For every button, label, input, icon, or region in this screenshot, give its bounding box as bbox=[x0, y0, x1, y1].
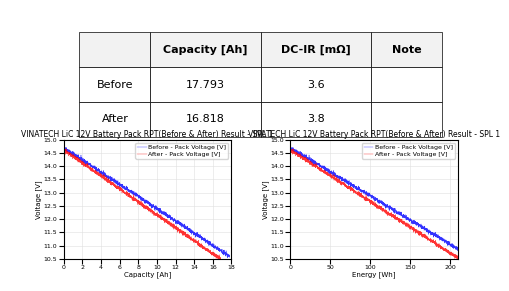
Before - Pack Voltage [V] bbox=[296, 152, 302, 156]
Line: After - Pack Voltage [V]: After - Pack Voltage [V] bbox=[290, 149, 460, 261]
Y-axis label: Voltage [V]: Voltage [V] bbox=[262, 180, 269, 219]
X-axis label: Capacity [Ah]: Capacity [Ah] bbox=[124, 272, 171, 278]
Before - Pack Voltage [V] bbox=[288, 145, 294, 148]
After - Pack Voltage [V] bbox=[133, 199, 139, 203]
X-axis label: Energy [Wh]: Energy [Wh] bbox=[352, 272, 396, 278]
After - Pack Voltage [V] bbox=[213, 253, 219, 256]
Title: VINATECH LiC 12V Battery Pack RPT(Before & After) Result - SPL 1: VINATECH LiC 12V Battery Pack RPT(Before… bbox=[248, 130, 500, 139]
After - Pack Voltage [V] bbox=[287, 149, 293, 152]
Line: Before - Pack Voltage [V]: Before - Pack Voltage [V] bbox=[290, 146, 470, 258]
Before - Pack Voltage [V] bbox=[222, 252, 228, 255]
After - Pack Voltage [V] bbox=[456, 259, 462, 263]
After - Pack Voltage [V] bbox=[63, 147, 69, 150]
After - Pack Voltage [V] bbox=[452, 255, 458, 258]
Legend: Before - Pack Voltage [V], After - Pack Voltage [V]: Before - Pack Voltage [V], After - Pack … bbox=[362, 143, 455, 159]
After - Pack Voltage [V] bbox=[69, 152, 75, 156]
After - Pack Voltage [V] bbox=[217, 259, 223, 263]
Before - Pack Voltage [V] bbox=[222, 251, 228, 255]
After - Pack Voltage [V] bbox=[365, 199, 371, 203]
Line: Before - Pack Voltage [V]: Before - Pack Voltage [V] bbox=[64, 146, 230, 258]
Before - Pack Voltage [V] bbox=[191, 232, 197, 235]
After - Pack Voltage [V] bbox=[213, 255, 219, 258]
Line: After - Pack Voltage [V]: After - Pack Voltage [V] bbox=[64, 149, 220, 261]
After - Pack Voltage [V] bbox=[290, 147, 296, 150]
Before - Pack Voltage [V] bbox=[69, 152, 75, 156]
Before - Pack Voltage [V] bbox=[465, 256, 471, 260]
Before - Pack Voltage [V] bbox=[467, 255, 473, 259]
After - Pack Voltage [V] bbox=[457, 257, 463, 260]
Before - Pack Voltage [V] bbox=[227, 255, 233, 259]
Before - Pack Voltage [V] bbox=[61, 145, 67, 148]
Title: VINATECH LiC 12V Battery Pack RPT(Before & After) Result - SPL 1: VINATECH LiC 12V Battery Pack RPT(Before… bbox=[21, 130, 274, 139]
After - Pack Voltage [V] bbox=[296, 152, 302, 156]
After - Pack Voltage [V] bbox=[420, 234, 427, 237]
Before - Pack Voltage [V] bbox=[142, 200, 148, 203]
Y-axis label: Voltage [V]: Voltage [V] bbox=[36, 180, 42, 219]
After - Pack Voltage [V] bbox=[61, 149, 67, 152]
Before - Pack Voltage [V] bbox=[224, 256, 230, 260]
Before - Pack Voltage [V] bbox=[61, 146, 67, 149]
After - Pack Voltage [V] bbox=[451, 253, 458, 256]
Before - Pack Voltage [V] bbox=[462, 251, 468, 255]
Before - Pack Voltage [V] bbox=[429, 232, 435, 235]
After - Pack Voltage [V] bbox=[184, 234, 190, 237]
Before - Pack Voltage [V] bbox=[370, 195, 376, 198]
After - Pack Voltage [V] bbox=[370, 199, 376, 203]
Before - Pack Voltage [V] bbox=[462, 252, 468, 255]
After - Pack Voltage [V] bbox=[137, 199, 143, 203]
Before - Pack Voltage [V] bbox=[375, 200, 381, 203]
Legend: Before - Pack Voltage [V], After - Pack Voltage [V]: Before - Pack Voltage [V], After - Pack … bbox=[135, 143, 229, 159]
Before - Pack Voltage [V] bbox=[287, 146, 293, 149]
Before - Pack Voltage [V] bbox=[137, 195, 143, 198]
After - Pack Voltage [V] bbox=[217, 257, 223, 260]
